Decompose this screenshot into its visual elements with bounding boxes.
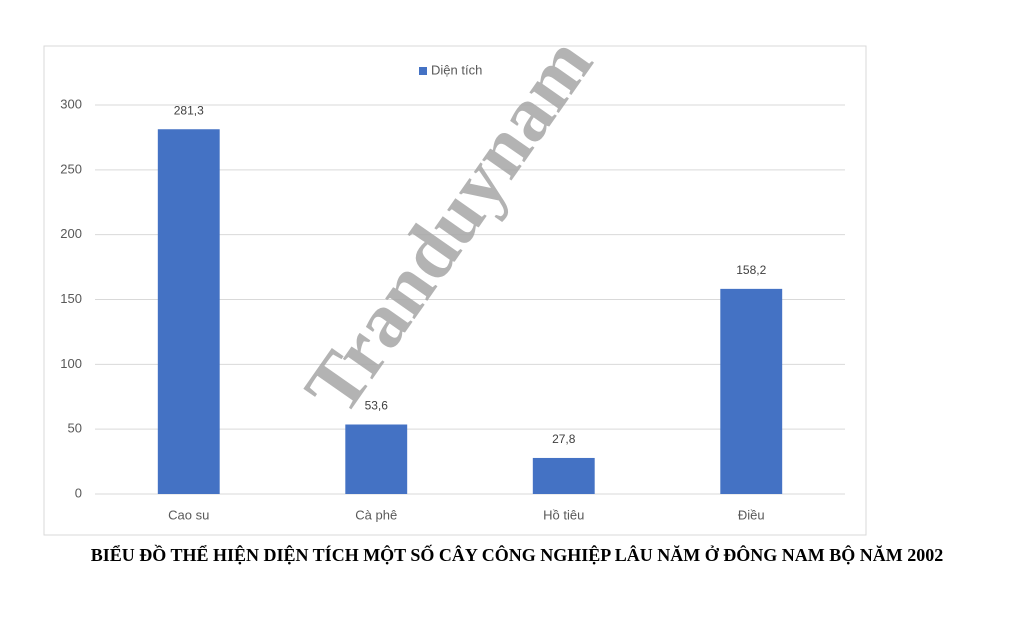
chart-title: BIỂU ĐỒ THỂ HIỆN DIỆN TÍCH MỘT SỐ CÂY CÔ…: [90, 545, 944, 565]
y-tick-label: 100: [60, 356, 82, 371]
legend-swatch: [419, 67, 427, 75]
x-tick-label: Điều: [738, 507, 765, 522]
y-tick-label: 50: [68, 421, 82, 436]
x-tick-label: Cao su: [168, 507, 209, 522]
y-tick-label: 200: [60, 226, 82, 241]
y-tick-label: 0: [75, 485, 82, 500]
bar: [720, 288, 783, 494]
bar: [157, 129, 220, 494]
y-tick-label: 300: [60, 96, 82, 111]
bar: [345, 424, 408, 494]
x-tick-label: Cà phê: [355, 507, 397, 522]
legend-label: Diện tích: [431, 62, 482, 77]
bar: [532, 457, 595, 494]
x-tick-label: Hồ tiêu: [543, 507, 584, 522]
y-tick-label: 150: [60, 291, 82, 306]
data-label: 53,6: [365, 399, 389, 413]
data-label: 27,8: [552, 432, 576, 446]
data-label: 281,3: [174, 103, 204, 117]
y-tick-label: 250: [60, 161, 82, 176]
data-label: 158,2: [736, 263, 766, 277]
